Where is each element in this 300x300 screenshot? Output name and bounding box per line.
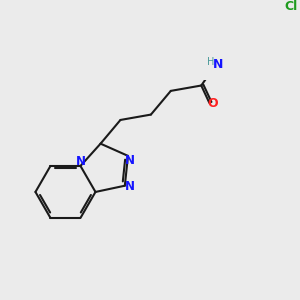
- Text: Cl: Cl: [285, 0, 298, 13]
- Text: H: H: [207, 57, 214, 68]
- Text: N: N: [124, 154, 135, 167]
- Text: O: O: [207, 97, 218, 110]
- Text: N: N: [125, 180, 135, 193]
- Text: N: N: [213, 58, 223, 71]
- Text: N: N: [76, 155, 86, 168]
